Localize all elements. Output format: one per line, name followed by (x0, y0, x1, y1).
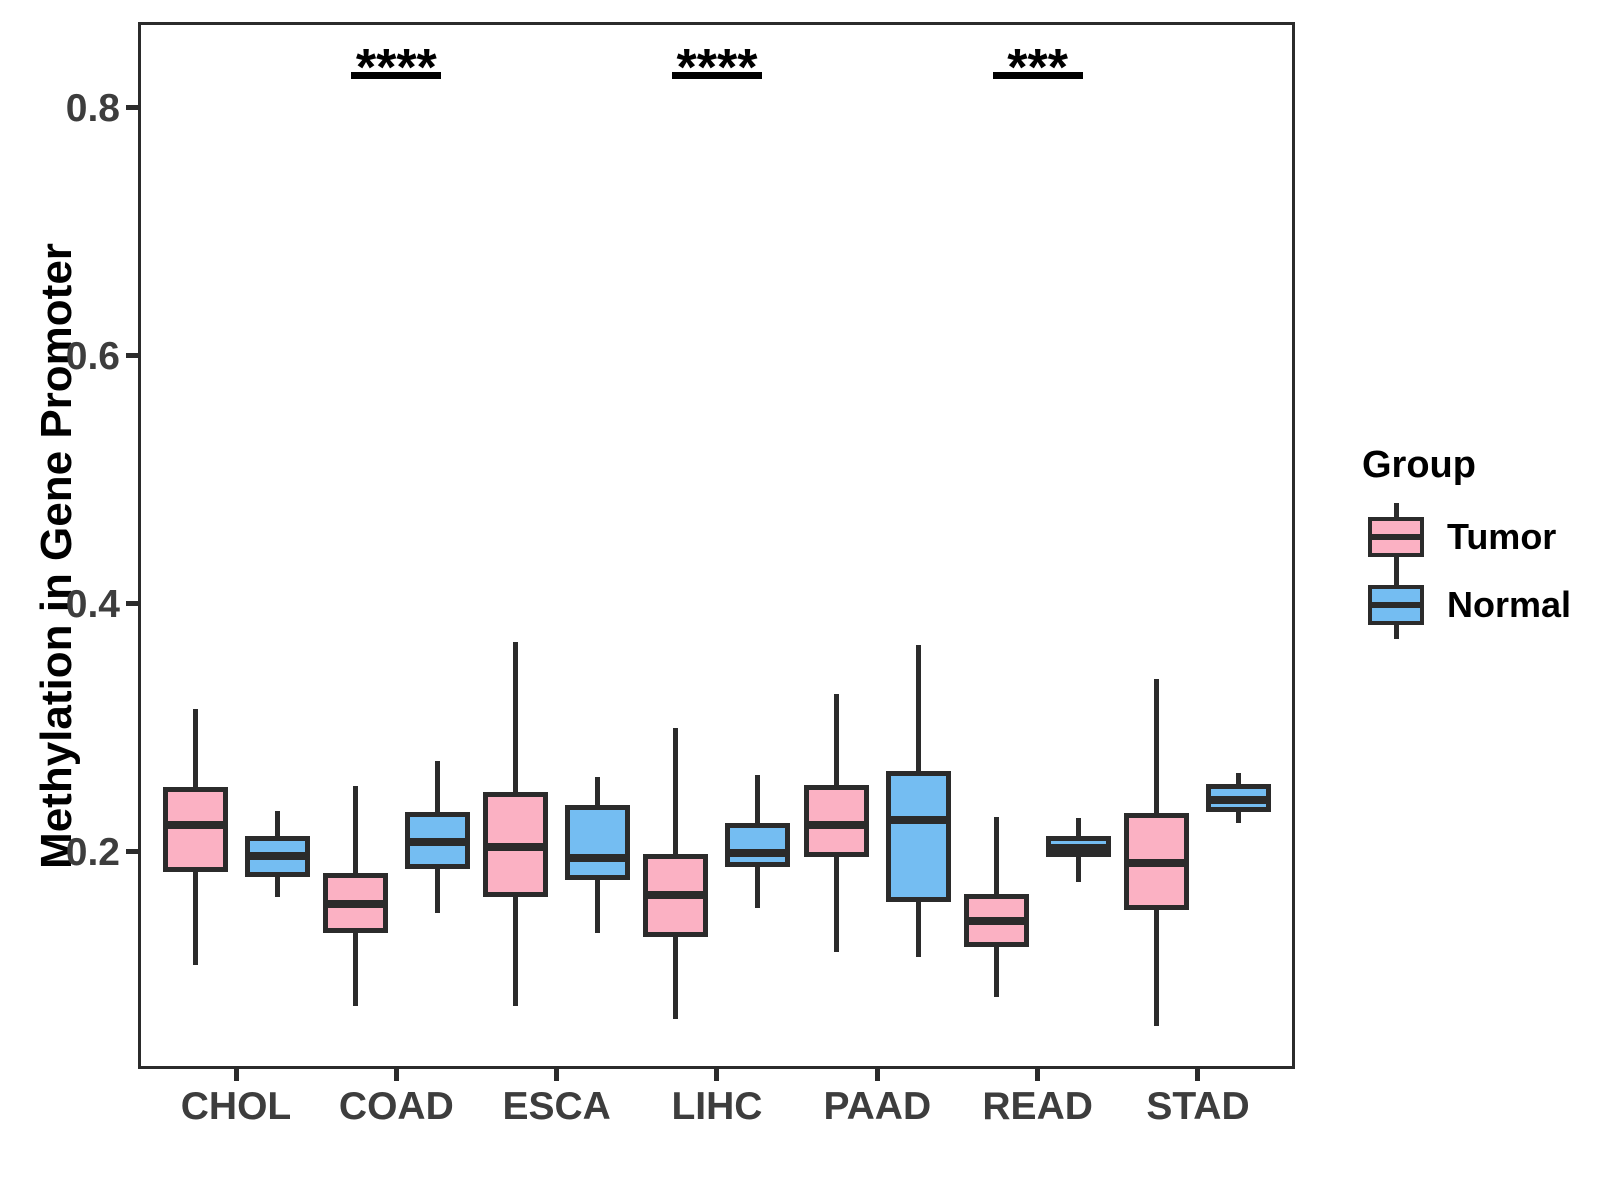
x-tick-label-STAD: STAD (1146, 1085, 1250, 1128)
significance-bar-LIHC (671, 72, 762, 79)
legend-title: Group (1362, 444, 1476, 486)
median-READ-Normal (1046, 844, 1112, 853)
y-tick-0.2 (126, 849, 138, 855)
legend-entry-tumor: Tumor (1368, 503, 1598, 571)
median-STAD-Tumor (1124, 859, 1190, 868)
median-READ-Tumor (964, 917, 1030, 926)
median-CHOL-Normal (244, 851, 310, 860)
significance-stars-READ: *** (1007, 39, 1069, 97)
box-ESCA-Normal (565, 804, 631, 881)
x-tick-label-LIHC: LIHC (671, 1085, 763, 1128)
significance-stars-COAD: **** (355, 39, 437, 97)
median-LIHC-Tumor (643, 891, 709, 900)
median-COAD-Normal (404, 837, 470, 846)
median-COAD-Tumor (322, 900, 388, 908)
x-tick-STAD (1195, 1069, 1201, 1081)
x-tick-label-PAAD: PAAD (823, 1085, 932, 1128)
legend-glyph-median (1368, 534, 1424, 540)
y-tick-label-0.6: 0.6 (65, 334, 120, 378)
legend-glyph-median (1368, 602, 1424, 608)
x-tick-label-ESCA: ESCA (502, 1085, 611, 1128)
box-CHOL-Tumor (162, 787, 228, 872)
median-STAD-Normal (1206, 795, 1272, 804)
legend-label-normal: Normal (1447, 584, 1572, 625)
x-tick-COAD (393, 1069, 399, 1081)
median-PAAD-Tumor (803, 820, 869, 829)
significance-bar-READ (992, 72, 1083, 79)
x-tick-PAAD (874, 1069, 880, 1081)
significance-bar-COAD (351, 72, 442, 79)
x-tick-LIHC (714, 1069, 720, 1081)
x-tick-label-COAD: COAD (338, 1085, 454, 1128)
x-tick-label-READ: READ (982, 1085, 1093, 1128)
median-CHOL-Tumor (162, 820, 228, 829)
median-ESCA-Tumor (483, 842, 549, 851)
x-tick-CHOL (233, 1069, 239, 1081)
legend-entry-normal: Normal (1368, 571, 1598, 639)
x-tick-label-CHOL: CHOL (180, 1085, 292, 1128)
legend-tumor-boxplot-icon (1368, 503, 1424, 571)
y-tick-label-0.8: 0.8 (65, 86, 120, 130)
y-tick-label-0.4: 0.4 (65, 582, 120, 626)
x-tick-ESCA (554, 1069, 560, 1081)
legend-normal-boxplot-icon (1368, 571, 1424, 639)
y-tick-label-0.2: 0.2 (65, 830, 120, 874)
median-PAAD-Normal (885, 815, 951, 824)
median-ESCA-Normal (565, 854, 631, 863)
box-PAAD-Normal (885, 771, 951, 902)
y-axis-title: Methylation in Gene Promoter (32, 243, 81, 869)
legend-label-tumor: Tumor (1447, 516, 1557, 557)
box-LIHC-Normal (725, 823, 791, 867)
median-LIHC-Normal (725, 849, 791, 858)
y-tick-0.8 (126, 105, 138, 111)
y-tick-0.4 (126, 601, 138, 607)
significance-stars-LIHC: **** (676, 39, 758, 97)
y-tick-0.6 (126, 353, 138, 359)
x-tick-READ (1035, 1069, 1041, 1081)
plot-panel (138, 22, 1295, 1069)
